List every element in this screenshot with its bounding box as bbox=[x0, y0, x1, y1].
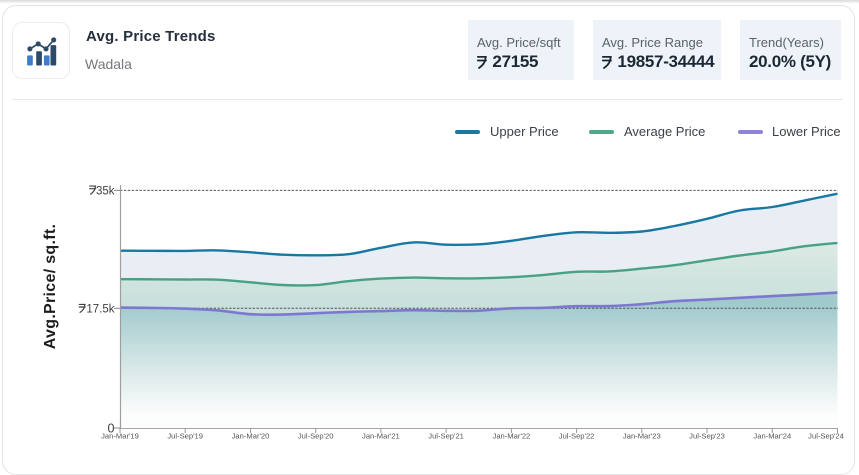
svg-text:Jan-Mar'24: Jan-Mar'24 bbox=[753, 432, 791, 441]
svg-text:Jul-Sep'20: Jul-Sep'20 bbox=[298, 432, 334, 441]
svg-text:Jan-Mar'22: Jan-Mar'22 bbox=[493, 432, 531, 441]
svg-text:Jul-Sep'22: Jul-Sep'22 bbox=[559, 432, 595, 441]
svg-text:17.5k: 17.5k bbox=[86, 303, 114, 315]
svg-text:0: 0 bbox=[108, 422, 115, 436]
svg-text:Jul-Sep'19: Jul-Sep'19 bbox=[167, 432, 203, 441]
svg-text:Jul-Sep'21: Jul-Sep'21 bbox=[428, 432, 464, 441]
svg-text:Jan-Mar'21: Jan-Mar'21 bbox=[362, 432, 400, 441]
svg-text:Jul-Sep'24: Jul-Sep'24 bbox=[808, 432, 844, 441]
svg-text:Jan-Mar'19: Jan-Mar'19 bbox=[101, 432, 139, 441]
svg-text:Jan-Mar'23: Jan-Mar'23 bbox=[623, 432, 661, 441]
svg-text:35k: 35k bbox=[96, 185, 115, 197]
svg-text:Avg.Price/ sq.ft.: Avg.Price/ sq.ft. bbox=[42, 224, 59, 349]
svg-text:Jul-Sep'23: Jul-Sep'23 bbox=[689, 432, 725, 441]
svg-text:Jan-Mar'20: Jan-Mar'20 bbox=[232, 432, 270, 441]
